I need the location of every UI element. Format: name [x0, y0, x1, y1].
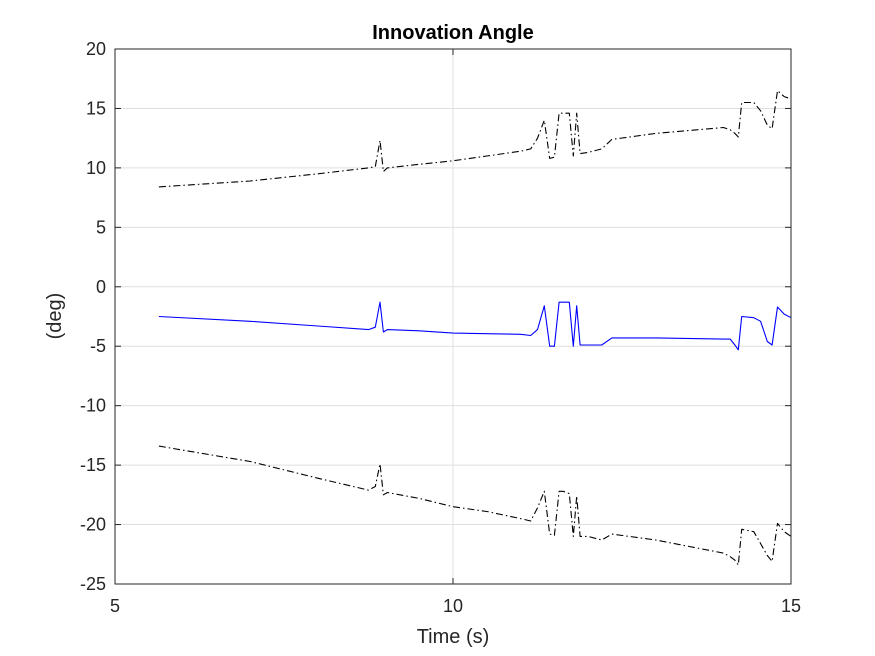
y-tick-label: -10	[80, 396, 106, 416]
x-tick-label: 15	[781, 596, 801, 616]
innovation-angle-line	[158, 301, 792, 351]
y-tick-label: 15	[86, 98, 106, 118]
chart-title: Innovation Angle	[372, 22, 533, 44]
y-tick-label: 10	[86, 158, 106, 178]
y-tick-label: -15	[80, 455, 106, 475]
plot-lines	[158, 90, 792, 566]
y-axis-label: (deg)	[44, 293, 66, 340]
y-tick-label: 0	[96, 277, 106, 297]
y-tick-label: 20	[86, 39, 106, 59]
upper-bound-line	[158, 90, 792, 188]
lower-bound-line	[158, 445, 792, 566]
y-tick-label: -5	[90, 336, 106, 356]
tick-labels: 5 10 15 20 15 10 5 0 -5 -10 -15 -20 -25	[80, 39, 801, 616]
x-axis-label: Time (s)	[417, 626, 490, 648]
x-tick-label: 5	[110, 596, 120, 616]
grid	[114, 48, 792, 585]
y-tick-label: -25	[80, 574, 106, 594]
y-tick-label: -20	[80, 515, 106, 535]
y-tick-label: 5	[96, 217, 106, 237]
x-tick-label: 10	[443, 596, 463, 616]
